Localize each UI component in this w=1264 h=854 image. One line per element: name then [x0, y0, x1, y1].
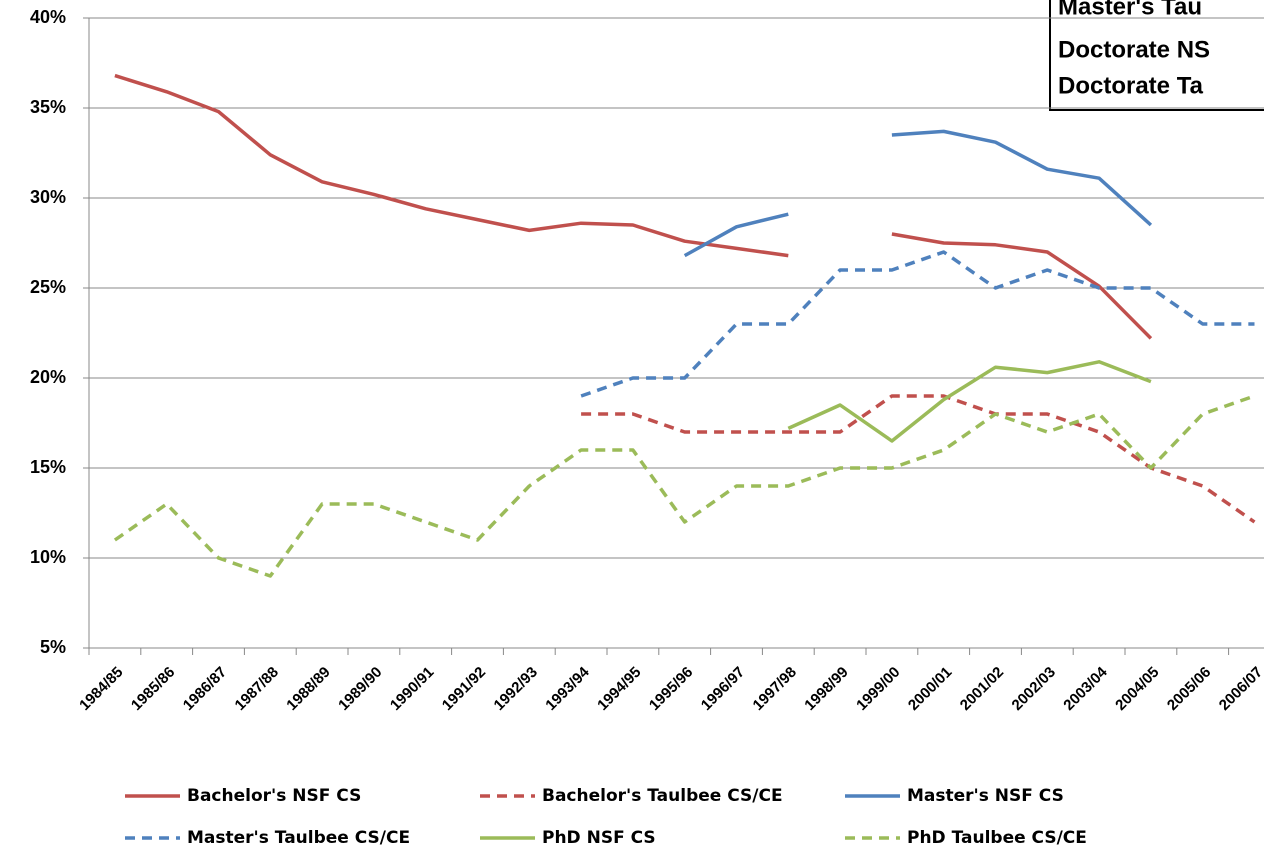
y-tick-label: 10% — [30, 547, 66, 567]
x-tick-label: 1996/97 — [698, 664, 748, 714]
y-tick-label: 15% — [30, 457, 66, 477]
series-line — [787, 360, 1152, 443]
x-tick-label: 1991/92 — [439, 664, 489, 714]
y-tick-label: 20% — [30, 367, 66, 387]
x-tick-label: 1990/91 — [387, 664, 437, 714]
y-tick-label: 5% — [40, 637, 66, 657]
annotation: Doctorate Ta — [1058, 72, 1204, 99]
x-tick-label: 2005/06 — [1164, 664, 1214, 714]
x-tick-label: 1995/96 — [646, 664, 696, 714]
legend-label: Master's NSF CS — [907, 786, 1064, 806]
x-tick-label: 1986/87 — [180, 664, 230, 714]
y-tick-label: 35% — [30, 97, 66, 117]
x-tick-label: 2004/05 — [1112, 664, 1162, 714]
x-tick-label: 1997/98 — [750, 664, 800, 714]
x-tick-label: 1992/93 — [491, 664, 541, 714]
x-tick-label: 2002/03 — [1009, 664, 1059, 714]
x-tick-label: 2003/04 — [1060, 663, 1111, 714]
series-line — [580, 250, 1255, 398]
series-line — [113, 394, 1256, 578]
x-tick-label: 1989/90 — [335, 664, 385, 714]
legend-label: Bachelor's Taulbee CS/CE — [542, 786, 783, 806]
x-tick-label: 1994/95 — [594, 664, 644, 714]
x-tick-label: 1998/99 — [801, 664, 851, 714]
x-tick-label: 1984/85 — [76, 664, 126, 714]
x-tick-label: 1987/88 — [232, 664, 282, 714]
legend-label: PhD NSF CS — [542, 828, 656, 848]
x-tick-label: 2006/07 — [1216, 664, 1264, 714]
y-tick-label: 30% — [30, 187, 66, 207]
y-tick-label: 25% — [30, 277, 66, 297]
annotation: Doctorate NS — [1058, 36, 1210, 63]
legend-label: Master's Taulbee CS/CE — [187, 828, 410, 848]
legend-label: Bachelor's NSF CS — [187, 786, 361, 806]
x-tick-label: 1999/00 — [853, 664, 903, 714]
x-tick-label: 1988/89 — [283, 664, 333, 714]
annotation: Master's Tau — [1058, 0, 1202, 20]
x-tick-label: 2000/01 — [905, 664, 955, 714]
legend-label: PhD Taulbee CS/CE — [907, 828, 1087, 848]
x-tick-label: 1993/94 — [542, 663, 593, 714]
x-tick-label: 2001/02 — [957, 664, 1007, 714]
series-line — [683, 129, 1153, 258]
x-tick-label: 1985/86 — [128, 664, 178, 714]
y-tick-label: 40% — [30, 7, 66, 27]
series-line — [114, 73, 1153, 340]
